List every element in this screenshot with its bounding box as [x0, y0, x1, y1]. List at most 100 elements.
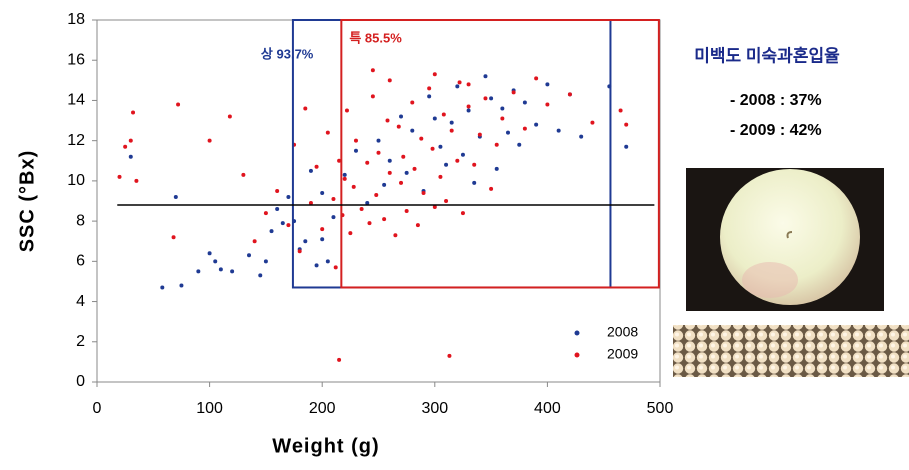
point	[303, 106, 308, 111]
point	[460, 152, 465, 157]
point	[176, 102, 181, 107]
point	[370, 68, 375, 73]
point	[128, 154, 133, 159]
point	[308, 201, 313, 206]
point	[421, 190, 426, 195]
point	[337, 158, 342, 163]
point	[410, 100, 415, 105]
point	[275, 207, 280, 212]
point	[173, 194, 178, 199]
point	[280, 221, 285, 226]
point	[579, 134, 584, 139]
point	[419, 136, 424, 141]
point	[286, 194, 291, 199]
point	[449, 128, 454, 133]
point	[438, 144, 443, 149]
point	[511, 90, 516, 95]
point	[297, 249, 302, 254]
point	[320, 227, 325, 232]
point	[399, 180, 404, 185]
point	[438, 174, 443, 179]
point	[624, 144, 629, 149]
point	[117, 174, 122, 179]
point	[331, 196, 336, 201]
point	[325, 130, 330, 135]
point	[522, 126, 527, 131]
point	[387, 158, 392, 163]
point	[624, 122, 629, 127]
point	[374, 192, 379, 197]
point	[370, 94, 375, 99]
point	[618, 108, 623, 113]
point	[258, 273, 263, 278]
point	[179, 283, 184, 288]
region-label: 특 85.5%	[349, 30, 402, 45]
point	[404, 170, 409, 175]
point	[517, 142, 522, 147]
point	[449, 120, 454, 125]
legend-label: 2009	[607, 346, 638, 362]
point	[430, 146, 435, 151]
point	[432, 116, 437, 121]
point	[241, 172, 246, 177]
point	[483, 74, 488, 79]
point	[534, 122, 539, 127]
region-label: 상 93.7%	[261, 46, 314, 61]
legend-marker	[574, 352, 580, 358]
point	[387, 170, 392, 175]
point	[466, 82, 471, 87]
point	[494, 142, 499, 147]
y-tick-label: 8	[76, 212, 85, 229]
point	[387, 78, 392, 83]
point	[466, 108, 471, 113]
point	[534, 76, 539, 81]
point	[460, 211, 465, 216]
point	[477, 132, 482, 137]
point	[376, 150, 381, 155]
region	[340, 19, 660, 289]
point	[365, 160, 370, 165]
point	[207, 138, 212, 143]
point	[337, 357, 342, 362]
point	[466, 104, 471, 109]
peach-rows-photo	[673, 325, 909, 377]
point	[269, 229, 274, 234]
point	[432, 205, 437, 210]
point	[567, 92, 572, 97]
x-tick-label: 400	[534, 400, 561, 417]
point	[483, 96, 488, 101]
point	[545, 82, 550, 87]
point	[382, 182, 387, 187]
point	[353, 138, 358, 143]
point	[489, 186, 494, 191]
point	[399, 114, 404, 119]
point	[123, 144, 128, 149]
point	[432, 72, 437, 77]
point	[252, 239, 257, 244]
point	[472, 162, 477, 167]
point	[348, 231, 353, 236]
side-line: - 2008 : 37%	[730, 92, 822, 109]
point	[275, 188, 280, 193]
point	[376, 138, 381, 143]
point	[545, 102, 550, 107]
point	[489, 96, 494, 101]
point	[444, 199, 449, 203]
y-tick-label: 2	[76, 333, 85, 350]
point	[590, 120, 595, 125]
point	[134, 178, 139, 183]
y-tick-label: 14	[67, 92, 85, 109]
point	[382, 217, 387, 222]
peach-photo	[686, 168, 884, 311]
point	[160, 285, 165, 290]
point	[359, 207, 364, 212]
point	[412, 166, 417, 171]
y-tick-label: 4	[76, 293, 85, 310]
point	[522, 100, 527, 105]
side-line: - 2009 : 42%	[730, 122, 822, 139]
point	[263, 259, 268, 264]
point	[218, 267, 223, 272]
point	[427, 86, 432, 91]
point	[455, 158, 460, 163]
